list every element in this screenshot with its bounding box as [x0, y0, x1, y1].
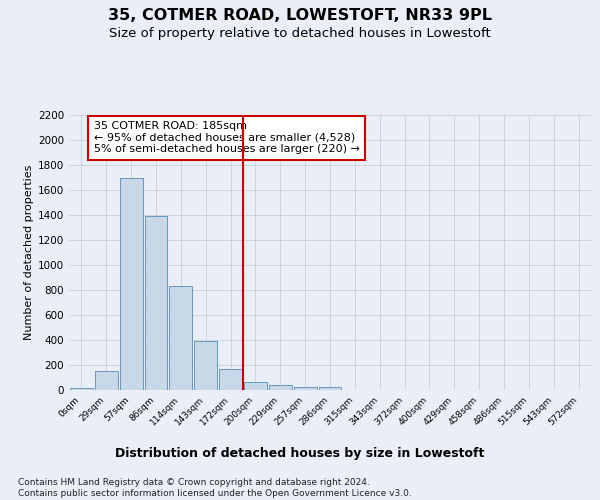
Bar — [244, 382, 267, 390]
Bar — [120, 178, 143, 390]
Y-axis label: Number of detached properties: Number of detached properties — [24, 165, 34, 340]
Bar — [194, 341, 217, 390]
Bar — [294, 386, 317, 390]
Bar — [219, 370, 242, 390]
Text: Size of property relative to detached houses in Lowestoft: Size of property relative to detached ho… — [109, 28, 491, 40]
Text: 35, COTMER ROAD, LOWESTOFT, NR33 9PL: 35, COTMER ROAD, LOWESTOFT, NR33 9PL — [108, 8, 492, 22]
Bar — [95, 370, 118, 390]
Bar — [269, 385, 292, 390]
Bar — [70, 388, 93, 390]
Bar — [319, 386, 341, 390]
Bar — [145, 216, 167, 390]
Text: 35 COTMER ROAD: 185sqm
← 95% of detached houses are smaller (4,528)
5% of semi-d: 35 COTMER ROAD: 185sqm ← 95% of detached… — [94, 121, 360, 154]
Text: Distribution of detached houses by size in Lowestoft: Distribution of detached houses by size … — [115, 448, 485, 460]
Text: Contains HM Land Registry data © Crown copyright and database right 2024.
Contai: Contains HM Land Registry data © Crown c… — [18, 478, 412, 498]
Bar — [169, 286, 192, 390]
